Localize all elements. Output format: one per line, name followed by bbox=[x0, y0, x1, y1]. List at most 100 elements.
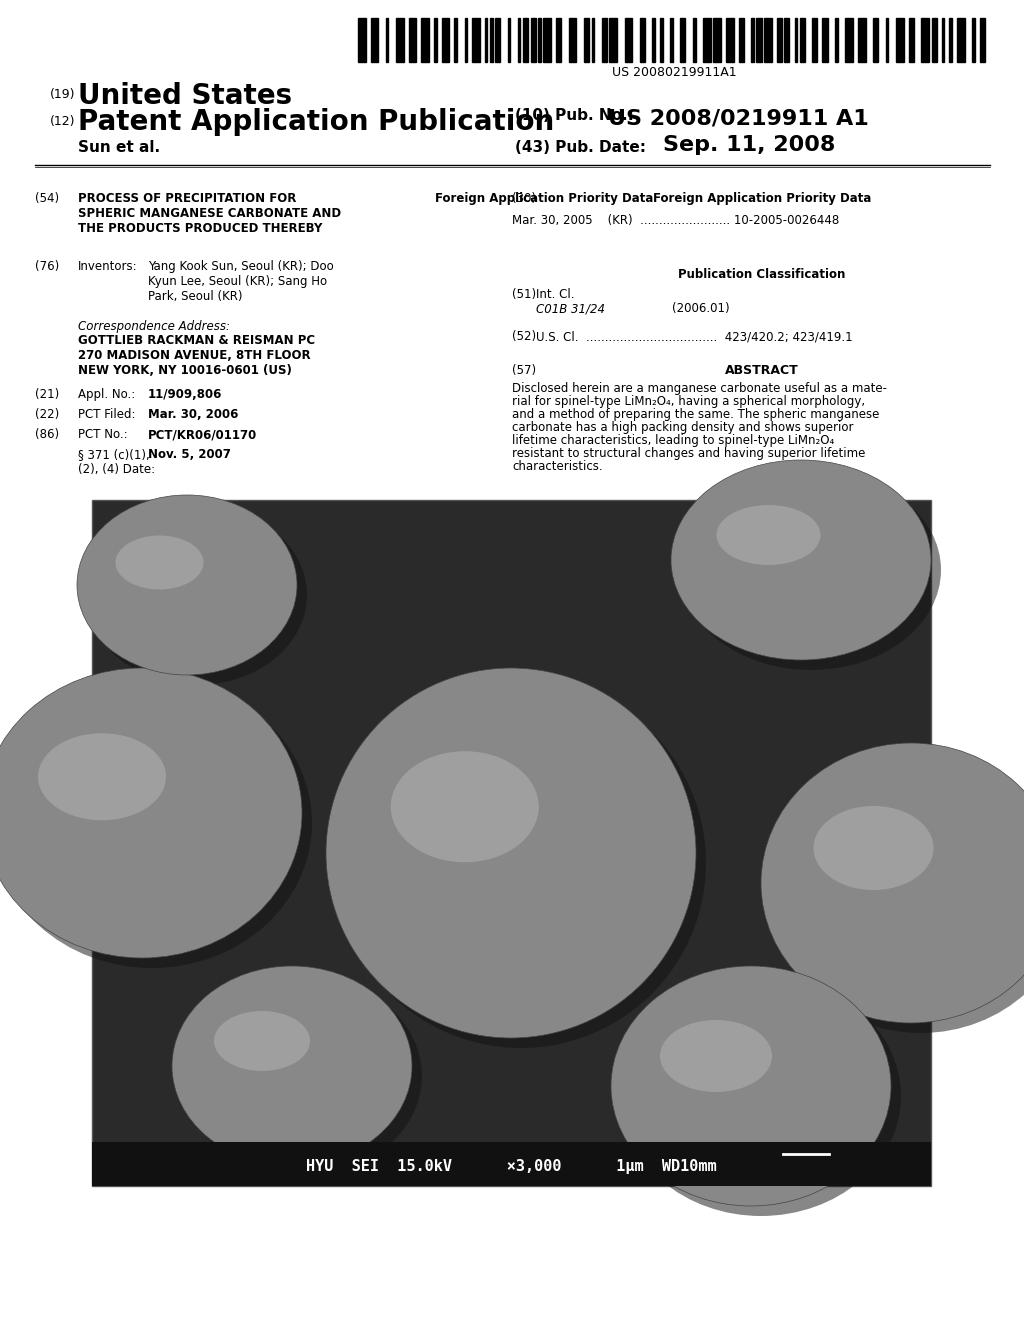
Ellipse shape bbox=[761, 743, 1024, 1023]
Ellipse shape bbox=[717, 506, 820, 565]
Bar bbox=[358, 18, 366, 62]
Text: Foreign Application Priority Data: Foreign Application Priority Data bbox=[435, 191, 653, 205]
Text: Int. Cl.: Int. Cl. bbox=[536, 288, 574, 301]
Text: Sep. 11, 2008: Sep. 11, 2008 bbox=[663, 135, 836, 154]
Text: Disclosed herein are a manganese carbonate useful as a mate-: Disclosed herein are a manganese carbona… bbox=[512, 381, 887, 395]
Ellipse shape bbox=[0, 668, 302, 958]
Text: Inventors:: Inventors: bbox=[78, 260, 137, 273]
Bar bbox=[703, 18, 711, 62]
Bar bbox=[822, 18, 827, 62]
Bar bbox=[726, 18, 733, 62]
Text: (54): (54) bbox=[35, 191, 59, 205]
Text: characteristics.: characteristics. bbox=[512, 459, 603, 473]
Bar bbox=[539, 18, 541, 62]
Text: U.S. Cl.  ...................................  423/420.2; 423/419.1: U.S. Cl. ...............................… bbox=[536, 330, 853, 343]
Text: (57): (57) bbox=[512, 364, 537, 378]
Ellipse shape bbox=[38, 733, 166, 820]
Text: PCT/KR06/01170: PCT/KR06/01170 bbox=[148, 428, 257, 441]
Bar bbox=[625, 18, 632, 62]
Text: (30): (30) bbox=[512, 191, 536, 205]
Ellipse shape bbox=[671, 459, 931, 660]
Bar bbox=[980, 18, 985, 62]
Ellipse shape bbox=[0, 678, 312, 968]
Text: C01B 31/24: C01B 31/24 bbox=[536, 302, 605, 315]
Bar bbox=[518, 18, 520, 62]
Bar bbox=[530, 18, 536, 62]
Bar bbox=[92, 500, 931, 1185]
Bar bbox=[602, 18, 607, 62]
Text: (51): (51) bbox=[512, 288, 537, 301]
Bar bbox=[472, 18, 480, 62]
Bar bbox=[752, 18, 754, 62]
Bar bbox=[455, 18, 457, 62]
Text: Mar. 30, 2006: Mar. 30, 2006 bbox=[148, 408, 239, 421]
Bar bbox=[714, 18, 721, 62]
Ellipse shape bbox=[172, 966, 412, 1166]
Text: Correspondence Address:: Correspondence Address: bbox=[78, 319, 230, 333]
Bar bbox=[670, 18, 673, 62]
Bar bbox=[434, 18, 436, 62]
Text: (21): (21) bbox=[35, 388, 59, 401]
Bar bbox=[489, 18, 493, 62]
Text: (76): (76) bbox=[35, 260, 59, 273]
Bar bbox=[441, 18, 450, 62]
Bar bbox=[652, 18, 655, 62]
Bar bbox=[858, 18, 865, 62]
Text: Sun et al.: Sun et al. bbox=[78, 140, 160, 154]
Bar bbox=[92, 1142, 931, 1185]
Bar bbox=[584, 18, 589, 62]
Ellipse shape bbox=[336, 678, 706, 1048]
Bar bbox=[942, 18, 944, 62]
Bar bbox=[386, 18, 388, 62]
Bar bbox=[465, 18, 467, 62]
Bar bbox=[812, 18, 817, 62]
Bar bbox=[896, 18, 904, 62]
Text: Yang Kook Sun, Seoul (KR); Doo
Kyun Lee, Seoul (KR); Sang Ho
Park, Seoul (KR): Yang Kook Sun, Seoul (KR); Doo Kyun Lee,… bbox=[148, 260, 334, 304]
Text: (86): (86) bbox=[35, 428, 59, 441]
Ellipse shape bbox=[214, 1011, 310, 1071]
Text: (22): (22) bbox=[35, 408, 59, 421]
Ellipse shape bbox=[116, 536, 204, 590]
Text: Publication Classification: Publication Classification bbox=[678, 268, 846, 281]
Bar bbox=[422, 18, 429, 62]
Text: ABSTRACT: ABSTRACT bbox=[725, 364, 799, 378]
Text: GOTTLIEB RACKMAN & REISMAN PC
270 MADISON AVENUE, 8TH FLOOR
NEW YORK, NY 10016-0: GOTTLIEB RACKMAN & REISMAN PC 270 MADISO… bbox=[78, 334, 315, 378]
Bar bbox=[640, 18, 645, 62]
Ellipse shape bbox=[660, 1020, 772, 1092]
Bar bbox=[873, 18, 879, 62]
Ellipse shape bbox=[77, 495, 297, 675]
Bar bbox=[757, 18, 762, 62]
Bar bbox=[764, 18, 772, 62]
Text: rial for spinel-type LiMn₂O₄, having a spherical morphology,: rial for spinel-type LiMn₂O₄, having a s… bbox=[512, 395, 865, 408]
Text: § 371 (c)(1),
(2), (4) Date:: § 371 (c)(1), (2), (4) Date: bbox=[78, 447, 155, 477]
Bar bbox=[949, 18, 952, 62]
Text: (19): (19) bbox=[50, 88, 76, 102]
Ellipse shape bbox=[611, 966, 891, 1206]
Bar bbox=[592, 18, 594, 62]
Bar bbox=[922, 18, 929, 62]
Text: Foreign Application Priority Data: Foreign Application Priority Data bbox=[653, 191, 871, 205]
Ellipse shape bbox=[813, 807, 934, 890]
Bar bbox=[886, 18, 889, 62]
Bar bbox=[693, 18, 695, 62]
Bar bbox=[523, 18, 528, 62]
Text: PCT Filed:: PCT Filed: bbox=[78, 408, 135, 421]
Bar bbox=[396, 18, 403, 62]
Bar bbox=[409, 18, 417, 62]
Bar bbox=[846, 18, 853, 62]
Bar bbox=[957, 18, 965, 62]
Text: carbonate has a high packing density and shows superior: carbonate has a high packing density and… bbox=[512, 421, 853, 434]
Bar bbox=[680, 18, 685, 62]
Text: (12): (12) bbox=[50, 115, 76, 128]
Bar bbox=[495, 18, 500, 62]
Bar bbox=[932, 18, 937, 62]
Ellipse shape bbox=[326, 668, 696, 1038]
Bar bbox=[777, 18, 782, 62]
Bar bbox=[371, 18, 378, 62]
Text: resistant to structural changes and having superior lifetime: resistant to structural changes and havi… bbox=[512, 447, 865, 459]
Bar bbox=[544, 18, 551, 62]
Text: HYU  SEI  15.0kV      ×3,000      1μm  WD10mm: HYU SEI 15.0kV ×3,000 1μm WD10mm bbox=[306, 1159, 717, 1173]
Ellipse shape bbox=[681, 470, 941, 671]
Bar bbox=[972, 18, 975, 62]
Ellipse shape bbox=[391, 751, 539, 862]
